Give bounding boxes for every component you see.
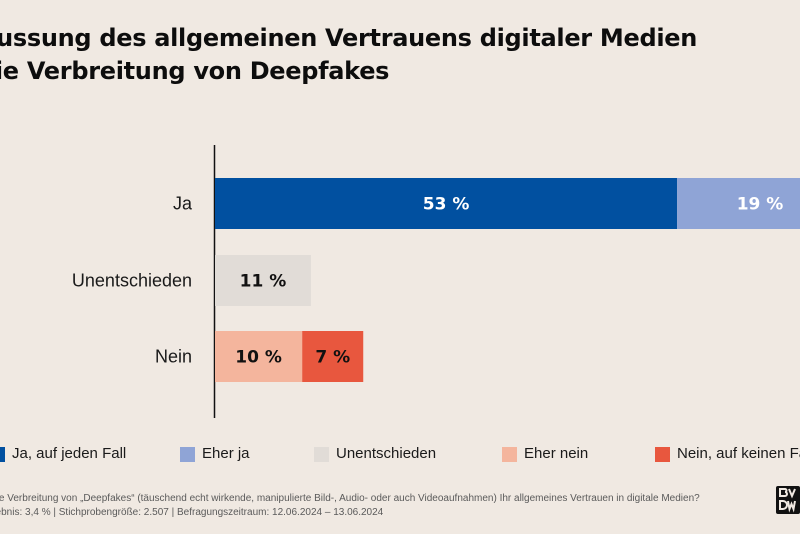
legend: Ja, auf jeden Fall Eher ja Unentschieden Eh… <box>0 444 800 468</box>
category-label-unentschieden: Unentschieden <box>72 271 192 291</box>
legend-label: Ja, auf jeden Fall <box>12 445 127 462</box>
legend-label: Eher nein <box>524 445 589 462</box>
data-label-ja-series-0: 53 % <box>423 195 470 215</box>
footnote: usst die Verbreitung von „Deepfakes“ (tä… <box>0 492 700 520</box>
chart-title: flussung des allgemeinen Vertrauens digi… <box>0 22 697 88</box>
data-label-nein-series-4: 7 % <box>315 348 350 368</box>
category-label-nein: Nein <box>155 347 192 367</box>
chart-title-line-2: die Verbreitung von Deepfakes <box>0 57 390 85</box>
legend-label: Unentschieden <box>336 445 437 462</box>
legend-swatch <box>655 447 670 462</box>
legend-swatch <box>180 447 195 462</box>
chart: Ja Unentschieden Nein 53 % 19 % 11 % 10 % 7 % <box>72 145 800 418</box>
bar-ja-series-0 <box>215 178 678 229</box>
bvdw-logo <box>776 486 800 514</box>
bar-unentschieden-series-2 <box>215 255 311 306</box>
legend-label: Eher ja <box>202 445 250 462</box>
chart-title-line-1: flussung des allgemeinen Vertrauens digi… <box>0 24 698 52</box>
data-label-ja-series-1: 19 % <box>737 195 784 215</box>
footnote-meta: mtergebnis: 3,4 % | Stichprobengröße: 2.… <box>0 507 384 518</box>
legend-swatch <box>0 447 5 462</box>
legend-swatch <box>502 447 517 462</box>
bar-nein-series-3 <box>215 331 303 382</box>
legend-swatch <box>314 447 329 462</box>
bvdw-logo-icon <box>779 488 796 513</box>
bar-nein-series-4 <box>302 331 364 382</box>
footnote-question: usst die Verbreitung von „Deepfakes“ (tä… <box>0 493 700 504</box>
category-label-ja: Ja <box>173 194 193 214</box>
legend-label: Nein, auf keinen Fall <box>677 445 800 462</box>
data-label-unentschieden-series-2: 11 % <box>240 272 287 292</box>
bar-ja-series-1 <box>677 178 800 229</box>
data-label-nein-series-3: 10 % <box>235 348 282 368</box>
